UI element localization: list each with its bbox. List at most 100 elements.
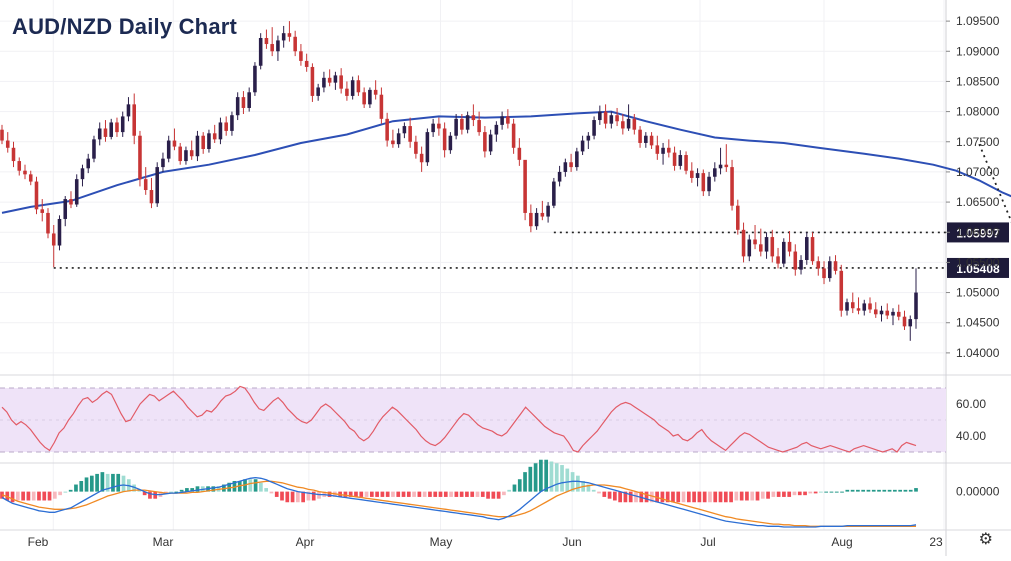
- macd-histogram-bar: [433, 491, 438, 497]
- price-tick-label: 1.09000: [956, 44, 1000, 58]
- macd-histogram-bar: [274, 491, 279, 497]
- candle: [873, 302, 878, 318]
- candle: [626, 104, 631, 131]
- rsi-tick-label: 60.00: [956, 397, 986, 411]
- macd-histogram-bar: [565, 468, 570, 492]
- macd-histogram-bar: [528, 466, 533, 492]
- macd-histogram-bar: [644, 491, 649, 503]
- candle-body: [552, 181, 556, 206]
- candle-body: [649, 135, 654, 146]
- macd-histogram-bar: [401, 491, 406, 497]
- candle-body: [626, 118, 631, 129]
- candle: [695, 168, 700, 187]
- macd-histogram-bar: [729, 491, 733, 503]
- candle: [63, 196, 68, 227]
- macd-histogram-bar: [760, 491, 765, 499]
- candle-body: [529, 212, 533, 227]
- macd-histogram-bar: [68, 489, 73, 492]
- candle: [11, 141, 16, 168]
- candle-body: [345, 88, 349, 96]
- candle: [448, 132, 453, 154]
- candle: [247, 87, 251, 112]
- candle-body: [97, 128, 102, 140]
- candle: [730, 159, 734, 211]
- candle-body: [914, 292, 918, 320]
- candle-body: [586, 135, 591, 141]
- macd-histogram-bar: [391, 491, 395, 497]
- candle-body: [816, 261, 821, 269]
- candle: [17, 157, 22, 176]
- macd-histogram-bar: [797, 491, 802, 496]
- candle-body: [0, 129, 4, 141]
- price-tick-label: 1.06000: [956, 225, 1000, 239]
- moving-average: [1, 110, 1011, 214]
- macd-histogram-bar: [301, 491, 305, 503]
- macd-histogram-bar: [686, 491, 691, 503]
- macd-histogram-bar: [776, 491, 781, 497]
- gear-icon[interactable]: ⚙: [978, 529, 993, 548]
- candle-body: [782, 241, 786, 264]
- candle: [701, 169, 706, 197]
- macd-histogram-bar: [248, 479, 253, 492]
- price-tick-label: 1.07500: [956, 135, 1000, 149]
- candle: [603, 104, 608, 129]
- candle-body: [603, 111, 608, 124]
- candle-body: [373, 89, 378, 95]
- macd-histogram-bar: [718, 491, 723, 503]
- candle: [563, 158, 568, 177]
- candle-body: [695, 173, 700, 178]
- candle: [546, 202, 550, 223]
- macd-histogram-bar: [47, 491, 52, 501]
- macd-histogram-bar: [745, 491, 749, 501]
- candle-body: [759, 244, 763, 252]
- candle: [736, 199, 740, 235]
- candle: [333, 71, 338, 90]
- macd-histogram-bar: [856, 489, 860, 492]
- candle: [707, 171, 711, 197]
- candle: [494, 121, 499, 142]
- candle-body: [339, 75, 343, 89]
- candle: [667, 139, 671, 158]
- candle-body: [247, 92, 251, 108]
- candle: [230, 111, 234, 136]
- candle-body: [701, 173, 706, 192]
- candle-body: [166, 140, 171, 159]
- candle-body: [74, 179, 79, 205]
- candle-body: [569, 162, 573, 168]
- candle: [143, 167, 148, 195]
- candle: [178, 142, 182, 165]
- candle-body: [46, 212, 50, 234]
- candle: [316, 83, 320, 101]
- candle-body: [822, 268, 826, 279]
- candle: [368, 87, 372, 108]
- macd-histogram-bar: [364, 491, 369, 497]
- macd-histogram-bar: [174, 491, 179, 493]
- macd-histogram-bar: [750, 491, 755, 501]
- candle-body: [747, 239, 752, 257]
- candlesticks[interactable]: [0, 21, 918, 341]
- candle: [425, 128, 430, 166]
- candle-body: [661, 147, 665, 154]
- candle-body: [92, 139, 96, 159]
- candle-body: [425, 132, 430, 163]
- level-price-tag: [947, 222, 1009, 243]
- macd-histogram-bar: [544, 459, 549, 492]
- candle: [902, 310, 907, 330]
- candle: [534, 208, 539, 230]
- candle: [391, 129, 395, 148]
- macd-histogram-bar: [613, 491, 617, 501]
- candle-body: [839, 270, 844, 311]
- macd-histogram-bar: [306, 491, 311, 501]
- candle: [615, 107, 619, 127]
- macd-histogram-bar: [560, 465, 564, 492]
- candle-body: [189, 150, 194, 157]
- macd-histogram-bar: [26, 491, 31, 501]
- candle: [86, 153, 91, 174]
- candle-body: [414, 141, 418, 154]
- price-tick-label: 1.05500: [956, 255, 1000, 269]
- candle-body: [212, 133, 217, 140]
- candle-body: [845, 302, 849, 311]
- candle: [103, 120, 108, 142]
